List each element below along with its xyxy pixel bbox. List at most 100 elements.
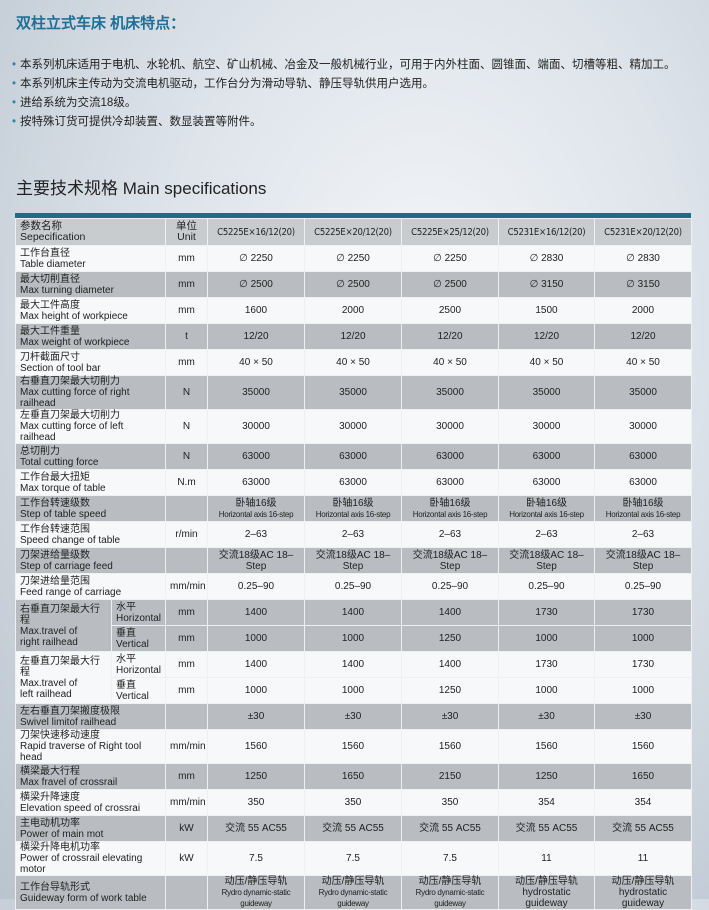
cell-text: 1400 <box>341 607 365 618</box>
value-cell: 1560 <box>401 729 499 764</box>
cell-text: 30000 <box>436 421 464 432</box>
table-row: 工作台直径 Table diameter mm ∅ 2250 ∅ 2250 ∅ 2250 ∅… <box>15 245 692 272</box>
cell-text: Max.travel of <box>20 677 78 689</box>
spec-name: 左垂直刀架最大行程 Max.travel of left railhead <box>15 651 112 704</box>
cell-text: 2–63 <box>535 529 558 540</box>
cell-text: 1560 <box>535 741 558 752</box>
cell-text: Step of table speed <box>20 508 107 520</box>
cell-text: 1400 <box>438 607 462 618</box>
cell-text: 垂直 <box>116 679 136 691</box>
table-row: 刀架快速移动速度 Rapid traverse of Right tool hea… <box>15 729 692 764</box>
cell-text: t <box>185 331 188 342</box>
value-cell: 30000 <box>304 409 402 444</box>
unit-cell: mm <box>165 271 208 298</box>
value-cell: 63000 <box>401 469 499 496</box>
value-cell: 7.5 <box>207 841 305 876</box>
cell-text: 横梁升降电机功率 <box>20 842 100 853</box>
spec-name: 横梁升降速度 Elevation speed of crossrai <box>15 789 166 816</box>
cell-text: ∅ 2250 <box>336 253 370 264</box>
value-cell: 350 <box>207 789 305 816</box>
value-cell: 30000 <box>207 409 305 444</box>
unit-cell: N <box>165 409 208 444</box>
cell-text: C5231E×20/12(20) <box>604 226 682 238</box>
cell-text: 交流18级AC 18–Step <box>509 549 584 572</box>
sub-spec-name: 水平 Horizontal <box>111 599 166 626</box>
spec-name: 总切削力 Total cutting force <box>15 443 166 470</box>
unit-cell: N.m <box>165 469 208 496</box>
value-cell: ∅ 2500 <box>207 271 305 298</box>
value-cell: 30000 <box>401 409 499 444</box>
cell-text: 30000 <box>339 421 367 432</box>
spec-table: 参数名称 Sepecification 单位 Unit C5225E×16/12(20)… <box>15 218 692 910</box>
cell-text: r/min <box>175 529 198 540</box>
cell-text: 0.25–90 <box>431 581 469 592</box>
cell-text: Max torque of table <box>20 482 106 494</box>
table-row: 总切削力 Total cutting force N 63000 63000 63000 6… <box>15 443 692 470</box>
spec-name: 工作台导轨形式 Guideway form of work table <box>15 875 166 910</box>
cell-text: 1000 <box>341 633 365 644</box>
cell-text: Max fravel of crossrail <box>20 776 118 788</box>
spec-name: 刀杆截面尺寸 Section of tool bar <box>15 349 166 376</box>
cell-text: 卧轴16级 <box>622 497 664 509</box>
cell-text: Guideway form of work table <box>20 892 147 904</box>
table-row: 左垂直刀架最大切削力 Max cutting force of left rail… <box>15 409 692 444</box>
spec-name: 左右垂直刀架搬度极限 Swivel limitof railhead <box>15 703 166 730</box>
cell-text: 左垂直刀架最大行程 <box>20 655 100 678</box>
cell-text: 横梁升降速度 <box>20 791 80 803</box>
value-cell: 11 <box>498 841 595 876</box>
value-cell: 12/20 <box>304 323 402 350</box>
cell-text: 2000 <box>341 305 365 316</box>
cell-text: 交流18级AC 18–Step <box>605 549 681 572</box>
value-cell: 35000 <box>498 375 595 410</box>
table-row: 垂直 Vertical mm 1000 1000 1250 1000 1000 <box>16 677 692 704</box>
unit-cell: mm <box>165 349 208 376</box>
value-cell: 30000 <box>594 409 692 444</box>
cell-text: 30000 <box>242 421 270 432</box>
cell-text: 30000 <box>629 421 657 432</box>
cell-text: N <box>182 387 191 398</box>
value-cell: 0.25–90 <box>498 573 595 600</box>
value-cell: 1500 <box>498 297 595 324</box>
cell-text: ∅ 2500 <box>336 279 370 290</box>
cell-text: 1400 <box>244 659 268 670</box>
cell-text: ∅ 3150 <box>626 279 660 290</box>
cell-text: 63000 <box>242 451 270 462</box>
table-row: 横梁最大行程 Max fravel of crossrail mm 1250 1650 2… <box>15 763 692 790</box>
value-cell: 12/20 <box>207 323 305 350</box>
value-cell: 63000 <box>207 469 305 496</box>
value-cell: 1560 <box>594 729 692 764</box>
value-cell: 动压/静压导轨 Rydro dynamic-static guideway <box>401 875 499 910</box>
value-cell: 卧轴16级 Horizontal axis 16-step <box>594 495 692 522</box>
cell-text: hydrostatic guideway <box>522 887 571 909</box>
cell-text: kW <box>179 823 194 834</box>
value-cell: 1560 <box>304 729 402 764</box>
cell-text: 30000 <box>532 421 561 432</box>
spec-name: 刀架进给量范围 Feed range of carriage <box>15 573 166 600</box>
value-cell: 交流18级AC 18–Step <box>498 547 595 574</box>
value-cell: 交流18级AC 18–Step <box>401 547 499 574</box>
cell-text: 40 × 50 <box>626 357 660 368</box>
cell-text: 0.25–90 <box>237 581 275 592</box>
value-cell: 35000 <box>401 375 499 410</box>
cell-text: 卧轴16级 <box>429 497 471 509</box>
table-row: 刀架进给量级数 Step of carriage feed 交流18级AC 18–S… <box>15 547 692 574</box>
cell-text: 40 × 50 <box>239 357 273 368</box>
feature-item: • 本系列机床适用于电机、水轮机、航空、矿山机械、冶金及一般机械行业，可用于内外柱… <box>12 56 676 75</box>
sub-spec-name: 垂直 Vertical <box>111 625 166 652</box>
value-cell: 卧轴16级 Horizontal axis 16-step <box>498 495 595 522</box>
cell-text: 最大工件重量 <box>20 325 80 337</box>
value-cell: 交流 55 AC55 <box>594 815 692 842</box>
value-cell: 2–63 <box>498 521 595 548</box>
cell-text: mm <box>178 659 195 670</box>
value-cell: 35000 <box>594 375 692 410</box>
cell-text: Vertical <box>116 638 149 650</box>
table-row: 横梁升降速度 Elevation speed of crossrai mm/min 3… <box>15 789 692 816</box>
cell-text: mm <box>178 685 195 696</box>
value-cell: 2–63 <box>207 521 305 548</box>
cell-text: 12/20 <box>437 331 463 342</box>
cell-text: ±30 <box>538 711 555 722</box>
cell-text: ∅ 2250 <box>433 253 467 264</box>
cell-text: Horizontal axis 16-step <box>509 509 584 519</box>
value-cell: 63000 <box>207 443 305 470</box>
cell-text: 350 <box>247 797 265 808</box>
